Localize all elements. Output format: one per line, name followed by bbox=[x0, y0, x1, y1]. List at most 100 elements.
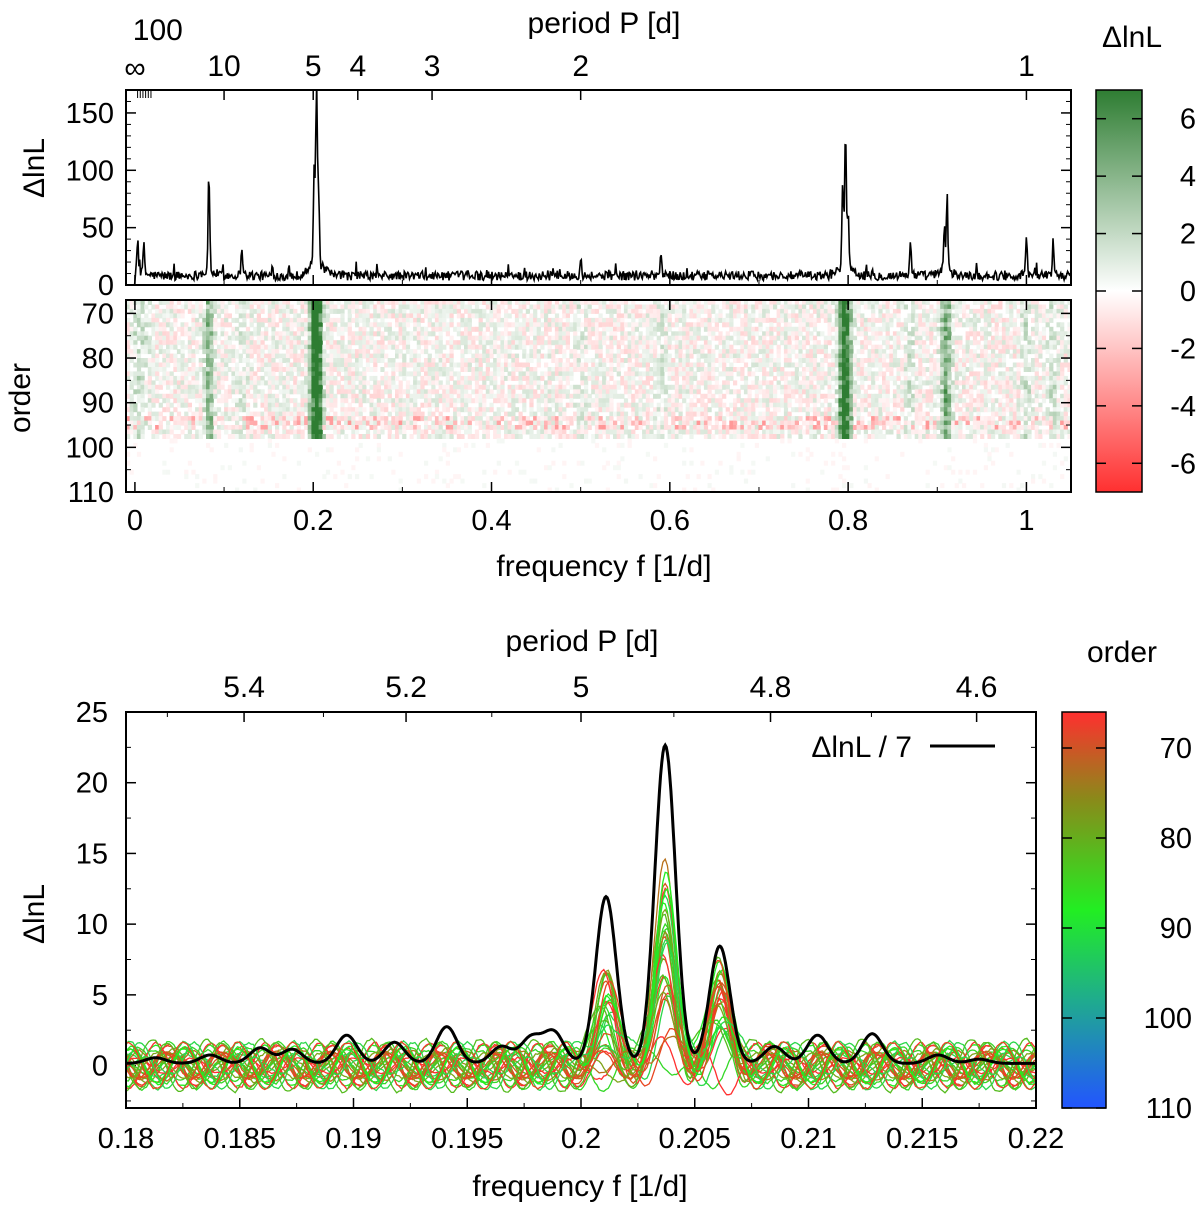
heatmap-cell bbox=[773, 411, 778, 417]
heatmap-cell bbox=[282, 308, 287, 314]
heatmap-cell bbox=[496, 362, 501, 368]
heatmap-cell bbox=[413, 317, 418, 323]
heatmap-cell bbox=[434, 398, 440, 404]
heatmap-cell bbox=[685, 420, 690, 426]
heatmap-cell bbox=[416, 340, 421, 346]
heatmap-cell bbox=[551, 340, 556, 346]
heatmap-cell bbox=[129, 304, 134, 310]
heatmap-cell bbox=[238, 398, 243, 404]
heatmap-cell bbox=[235, 398, 240, 404]
heatmap-cell bbox=[464, 402, 469, 408]
heatmap-cell bbox=[427, 380, 432, 386]
heatmap-cell bbox=[311, 371, 316, 377]
heatmap-cell bbox=[631, 362, 636, 368]
heatmap-cell bbox=[231, 389, 236, 395]
heatmap-cell bbox=[733, 367, 738, 372]
heatmap-cell bbox=[256, 331, 261, 337]
heatmap-cell bbox=[285, 349, 291, 355]
heatmap-cell bbox=[209, 362, 214, 368]
heatmap-cell bbox=[464, 326, 469, 332]
heatmap-cell bbox=[231, 434, 236, 439]
heatmap-cell bbox=[558, 429, 563, 435]
heatmap-cell bbox=[391, 304, 396, 310]
heatmap-cell bbox=[304, 326, 309, 332]
heatmap-cell bbox=[554, 384, 560, 390]
heatmap-cell bbox=[220, 375, 225, 381]
heatmap-cell bbox=[329, 434, 334, 439]
heatmap-cell bbox=[249, 393, 254, 399]
heatmap-cell bbox=[434, 300, 440, 305]
heatmap-cell bbox=[456, 411, 461, 417]
heatmap-cell bbox=[714, 429, 719, 435]
heatmap-cell bbox=[496, 304, 501, 310]
heatmap-cell bbox=[729, 425, 734, 430]
heatmap-cell bbox=[485, 335, 490, 341]
heatmap-cell bbox=[504, 308, 509, 314]
heatmap-cell bbox=[162, 335, 167, 341]
heatmap-cell bbox=[278, 353, 283, 359]
heatmap-cell bbox=[547, 425, 552, 430]
heatmap-cell bbox=[453, 344, 458, 350]
heatmap-cell bbox=[391, 344, 396, 350]
heatmap-cell bbox=[623, 478, 629, 484]
heatmap-cell bbox=[460, 425, 465, 430]
heatmap-cell bbox=[304, 425, 309, 430]
heatmap-cell bbox=[638, 362, 643, 368]
heatmap-cell bbox=[431, 300, 436, 305]
heatmap-cell bbox=[783, 411, 789, 417]
heatmap-cell bbox=[209, 429, 214, 435]
heatmap-cell bbox=[158, 375, 163, 381]
heatmap-cell bbox=[700, 362, 705, 368]
heatmap-cell bbox=[827, 425, 832, 430]
heatmap-cell bbox=[224, 398, 229, 404]
heatmap-cell bbox=[573, 384, 578, 390]
heatmap-cell bbox=[823, 380, 828, 386]
heatmap-cell bbox=[685, 326, 690, 332]
heatmap-cell bbox=[260, 389, 265, 395]
heatmap-cell bbox=[249, 375, 254, 381]
heatmap-cell bbox=[522, 416, 527, 422]
heatmap-cell bbox=[533, 389, 538, 395]
heatmap-cell bbox=[329, 407, 334, 413]
heatmap-cell bbox=[791, 362, 796, 368]
heatmap-cell bbox=[529, 344, 534, 350]
heatmap-cell bbox=[318, 353, 323, 359]
heatmap-cell bbox=[569, 308, 574, 314]
heatmap-cell bbox=[162, 407, 167, 413]
heatmap-cell bbox=[278, 335, 283, 341]
heatmap-cell bbox=[587, 340, 592, 346]
heatmap-cell bbox=[176, 313, 182, 319]
heatmap-cell bbox=[798, 317, 803, 323]
heatmap-cell bbox=[831, 326, 836, 332]
heatmap-cell bbox=[376, 393, 381, 399]
heatmap-cell bbox=[162, 434, 167, 439]
heatmap-cell bbox=[442, 434, 447, 439]
heatmap-cell bbox=[260, 308, 265, 314]
heatmap-cell bbox=[794, 429, 799, 435]
heatmap-cell bbox=[260, 375, 265, 381]
heatmap-cell bbox=[722, 402, 727, 408]
heatmap-cell bbox=[300, 380, 305, 386]
heatmap-cell bbox=[140, 402, 145, 408]
heatmap-cell bbox=[296, 380, 301, 386]
heatmap-cell bbox=[671, 393, 676, 399]
heatmap-cell bbox=[191, 420, 196, 426]
heatmap-cell bbox=[809, 322, 814, 328]
heatmap-cell bbox=[427, 367, 432, 372]
top-period-tick-label: 3 bbox=[424, 50, 441, 83]
heatmap-cell bbox=[631, 393, 636, 399]
heatmap-cell bbox=[227, 322, 232, 328]
heatmap-cell bbox=[416, 393, 421, 399]
heatmap-cell bbox=[434, 362, 440, 368]
heatmap-cell bbox=[802, 344, 807, 350]
heatmap-cell bbox=[613, 300, 618, 305]
heatmap-cell bbox=[209, 349, 214, 355]
order-y-axis-label: order bbox=[4, 363, 37, 433]
heatmap-cell bbox=[703, 411, 709, 417]
heatmap-cell bbox=[460, 313, 465, 319]
heatmap-cell bbox=[707, 308, 712, 314]
heatmap-cell bbox=[638, 340, 643, 346]
heatmap-cell bbox=[649, 398, 654, 404]
heatmap-cell bbox=[296, 353, 301, 359]
heatmap-cell bbox=[743, 380, 749, 386]
